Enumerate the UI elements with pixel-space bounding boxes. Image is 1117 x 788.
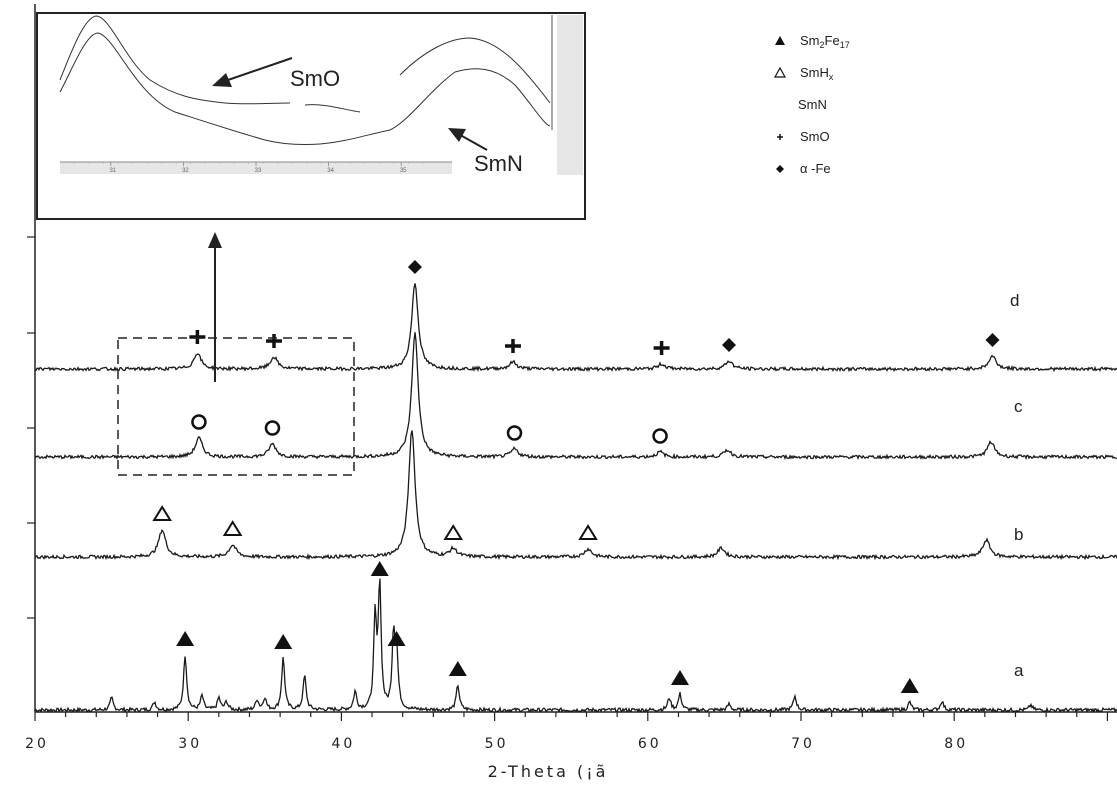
inset-gray-band <box>557 15 583 175</box>
x-tick-label: 80 <box>944 736 968 752</box>
inset-axis-band <box>60 162 452 174</box>
x-axis-label: 2-Theta (¡ã <box>488 762 609 781</box>
peak-marker-plus <box>504 339 521 353</box>
legend-item: SmHx <box>773 65 834 82</box>
peak-marker-filled-diamond <box>721 338 736 352</box>
inset-curve-upper <box>59 15 551 113</box>
x-ticks <box>34 712 1109 721</box>
inset-tick-label: 32 <box>182 168 189 174</box>
zoom-arrow-head <box>208 232 222 248</box>
inset-tick-label: 33 <box>255 168 262 174</box>
inset-label-smn: SmN <box>474 151 523 176</box>
trace-label-a: a <box>1014 661 1024 680</box>
smn-arrow-line <box>461 135 488 151</box>
peak-marker-open-circle <box>264 420 281 436</box>
trace-label-d: d <box>1010 291 1019 310</box>
peak-marker-filled-diamond <box>985 333 1000 347</box>
peak-marker-filled-triangle <box>670 670 689 685</box>
x-tick-label: 60 <box>638 736 662 752</box>
peak-marker-filled-diamond <box>407 260 422 274</box>
inset-curve-lower <box>59 32 551 145</box>
trace-a <box>35 578 1117 712</box>
x-tick-label: 40 <box>331 736 355 752</box>
peak-marker-open-triangle <box>152 505 172 521</box>
trace-labels: a b c d <box>1010 291 1024 680</box>
smo-arrow-line <box>227 57 293 81</box>
x-tick-label: 30 <box>178 736 202 752</box>
inset-tick-label: 34 <box>327 168 334 174</box>
peak-marker-plus <box>189 330 206 344</box>
x-tick-labels: 20 30 40 50 60 70 80 <box>25 736 968 752</box>
trace-b <box>35 430 1117 561</box>
legend-label: Sm2Fe17 <box>800 33 850 50</box>
peak-marker-open-triangle <box>222 520 243 536</box>
traces <box>35 283 1117 712</box>
x-tick-label: 70 <box>791 736 815 752</box>
peak-marker-filled-triangle <box>274 634 293 649</box>
trace-d <box>35 283 1117 373</box>
x-tick-label: 20 <box>25 736 49 752</box>
inset-panel: 31 32 33 34 35 SmO SmN <box>36 12 586 220</box>
trace-label-b: b <box>1014 525 1023 544</box>
smo-arrow-head <box>212 73 232 87</box>
trace-label-c: c <box>1014 397 1023 416</box>
legend-label: SmN <box>798 97 827 112</box>
inset-label-smo: SmO <box>290 66 340 91</box>
peak-marker-filled-triangle <box>387 631 406 646</box>
inset-tick-label: 35 <box>400 168 407 174</box>
inset-frame <box>36 12 586 220</box>
trace-c <box>35 332 1117 461</box>
legend: Sm2Fe17 SmHx SmN SmO α -Fe <box>773 33 850 176</box>
legend-label: α -Fe <box>800 161 831 176</box>
peak-marker-filled-triangle <box>448 661 467 676</box>
legend-label: SmHx <box>800 65 834 82</box>
peak-marker-filled-triangle <box>370 561 389 576</box>
peak-marker-filled-triangle <box>176 631 195 646</box>
peak-marker-open-circle <box>652 428 668 444</box>
peak-marker-open-circle <box>191 414 207 430</box>
y-ticks <box>27 236 35 619</box>
inset-ticks: 31 32 33 34 35 <box>74 162 424 174</box>
zoom-region-box <box>117 337 355 476</box>
peak-markers <box>152 260 1000 693</box>
peak-marker-filled-triangle <box>900 678 919 693</box>
inset-tick-label: 31 <box>109 168 116 174</box>
peak-marker-open-triangle <box>443 524 464 540</box>
legend-item: SmO <box>777 129 830 144</box>
x-tick-label: 50 <box>485 736 509 752</box>
peak-marker-open-circle <box>506 425 523 441</box>
legend-item: SmN <box>798 97 827 112</box>
peak-marker-plus <box>653 341 670 355</box>
peak-marker-open-triangle <box>578 524 598 540</box>
legend-item: α -Fe <box>776 161 831 176</box>
smn-arrow-head <box>448 128 466 142</box>
legend-label: SmO <box>800 129 830 144</box>
peak-marker-plus <box>265 334 282 348</box>
legend-item: Sm2Fe17 <box>775 33 850 50</box>
